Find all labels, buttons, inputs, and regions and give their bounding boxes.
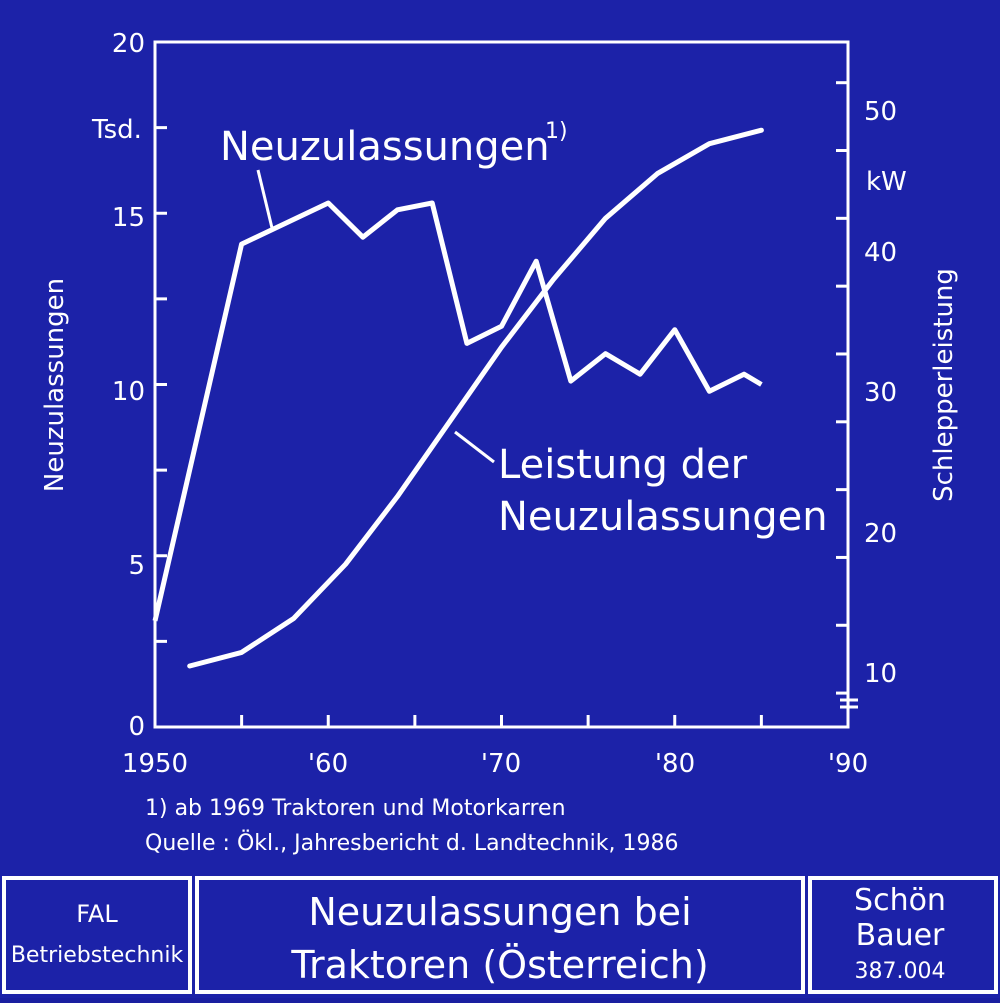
series-footnote-marker: 1) [545, 119, 568, 144]
footer-box-title [195, 876, 805, 994]
footer-department: Betriebstechnik [11, 943, 184, 968]
footer-box-right [808, 876, 998, 994]
footnote-1: 1) ab 1969 Traktoren und Motorkarren [145, 796, 566, 821]
left-tick-0: 0 [128, 712, 145, 742]
footer-author-1: Schön [854, 883, 946, 918]
left-tick-5: 5 [128, 551, 145, 581]
series-label-neuzulassungen: Neuzulassungen [220, 124, 550, 170]
right-tick-40: 40 [864, 238, 897, 268]
footer-box-left [2, 876, 192, 994]
x-axis-tick-labels: 1950 '60 '70 '80 '90 [122, 749, 868, 779]
footer-title-line1: Neuzulassungen bei [308, 890, 691, 934]
footer-author-2: Bauer [856, 918, 945, 953]
x-tick-60: '60 [308, 749, 348, 779]
right-axis-tick-labels: 10 20 30 40 50 [864, 97, 897, 689]
left-axis-ticks [155, 40, 167, 729]
right-tick-50: 50 [864, 97, 897, 127]
leader-leistung [454, 430, 495, 464]
series-neuzulassungen-line [152, 200, 763, 622]
right-axis-break [840, 698, 858, 709]
x-tick-90: '90 [828, 749, 868, 779]
x-tick-1950: 1950 [122, 749, 188, 779]
footer-title-line2: Traktoren (Österreich) [290, 943, 708, 987]
series-label-leistung-line1: Leistung der [498, 442, 748, 488]
left-axis-tick-labels: 0 5 10 15 20 [112, 29, 145, 742]
left-axis-unit: Tsd. [91, 115, 142, 145]
left-axis-label: Neuzulassungen [40, 278, 70, 492]
right-tick-10: 10 [864, 659, 897, 689]
left-tick-15: 15 [112, 203, 145, 233]
footer-id: 387.004 [855, 959, 946, 984]
right-axis-unit: kW [866, 167, 907, 197]
right-axis-label: Schlepperleistung [929, 268, 959, 502]
series-leistung-line [187, 127, 764, 669]
x-tick-70: '70 [481, 749, 521, 779]
footnote-source: Quelle : Ökl., Jahresbericht d. Landtech… [145, 830, 678, 856]
footer-org: FAL [76, 900, 118, 928]
x-axis-ticks [153, 715, 850, 727]
x-tick-80: '80 [655, 749, 695, 779]
left-tick-20: 20 [112, 29, 145, 59]
leader-neuzulassungen [256, 169, 274, 229]
series-label-leistung-line2: Neuzulassungen [498, 494, 828, 540]
right-tick-20: 20 [864, 519, 897, 549]
right-tick-30: 30 [864, 378, 897, 408]
right-axis-ticks [836, 81, 848, 695]
left-tick-10: 10 [112, 377, 145, 407]
